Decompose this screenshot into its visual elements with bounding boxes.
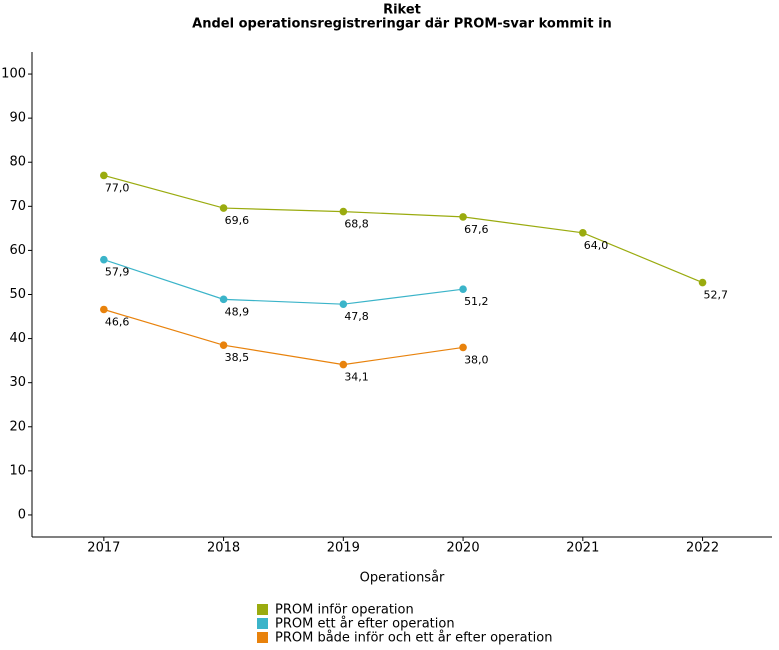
data-point [100,171,108,180]
data-label: 67,6 [464,223,489,236]
y-tick-label: 70 [9,199,26,214]
y-tick-label: 100 [1,67,26,82]
x-tick-label: 2022 [686,541,719,556]
y-tick-label: 30 [9,375,26,390]
data-point [219,341,228,350]
data-point [698,278,707,287]
series-line [103,174,703,284]
data-point [459,343,467,352]
data-point [219,204,228,212]
data-label: 38,5 [225,351,250,364]
data-label: 64,0 [584,239,609,252]
data-label: 51,2 [464,295,489,308]
series-line [103,259,464,305]
data-point [339,360,348,369]
data-point [579,228,587,237]
y-tick-label: 80 [9,155,26,170]
data-label: 68,8 [344,218,369,231]
y-tick-label: 90 [9,111,26,126]
y-tick-label: 40 [9,331,26,346]
x-tick-label: 2017 [87,541,120,556]
legend-swatch [257,618,268,629]
data-label: 69,6 [225,214,250,227]
data-label: 57,9 [105,266,130,279]
y-tick-label: 60 [9,243,26,258]
data-point [219,295,228,304]
chart-subtitle: Andel operationsregistreringar där PROM-… [192,17,612,32]
y-tick-label: 0 [18,507,26,522]
data-label: 46,6 [105,315,130,328]
x-tick-label: 2019 [327,541,360,556]
data-point [339,207,348,216]
data-point [459,285,467,294]
data-point [339,300,348,309]
x-axis-label: Operationsår [360,571,445,586]
legend-swatch [257,604,268,615]
series-line [103,308,464,366]
data-label: 47,8 [344,310,369,323]
x-tick-label: 2021 [566,541,599,556]
data-label: 77,0 [105,181,130,194]
data-point [100,305,108,314]
x-tick-label: 2020 [447,541,480,556]
data-point [100,255,108,264]
data-label: 38,0 [464,353,489,366]
legend-label: PROM både inför och ett år efter operati… [275,631,553,646]
y-tick-label: 20 [9,419,26,434]
legend-label: PROM ett år efter operation [275,617,455,632]
y-tick-label: 10 [9,463,26,478]
legend-label: PROM inför operation [275,603,414,618]
data-point [459,213,467,221]
data-label: 48,9 [225,305,250,318]
data-label: 34,1 [344,371,369,384]
chart-title: Riket [383,3,421,18]
data-label: 52,7 [704,289,729,302]
x-tick-label: 2018 [207,541,240,556]
legend-swatch [257,632,268,643]
y-tick-label: 50 [9,287,26,302]
